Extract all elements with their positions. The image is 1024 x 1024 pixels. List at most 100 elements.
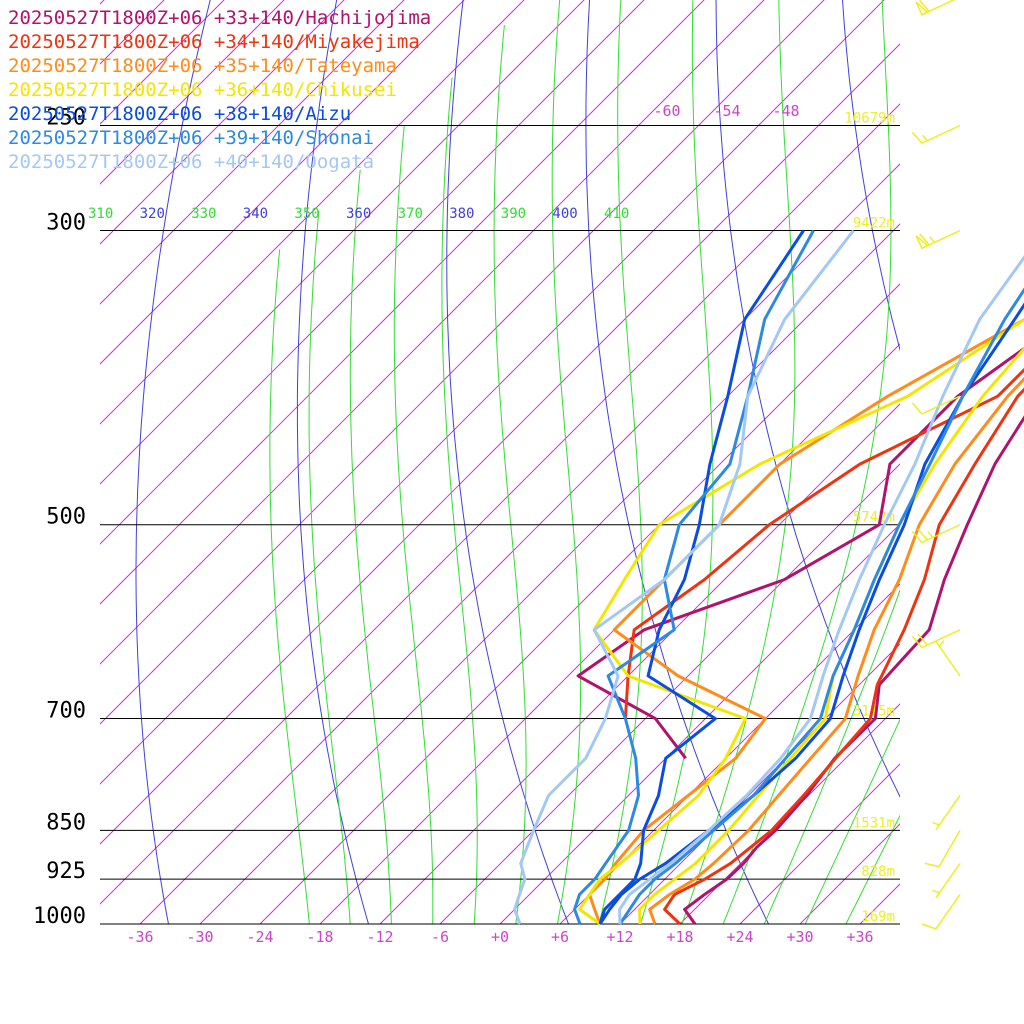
barb-half: [938, 640, 945, 647]
dewpoint-line-5: [573, 229, 815, 925]
pressure-label: 700: [46, 699, 86, 724]
temperature-tick-label: +0: [491, 928, 509, 946]
temperature-tick-label: +36: [846, 928, 873, 946]
upper-isotherm-label: -54: [713, 102, 740, 120]
moist-adiabat-line: [441, 77, 478, 924]
barb-half: [932, 889, 940, 894]
theta-label: 410: [604, 206, 629, 222]
temperature-line-5: [618, 287, 1024, 925]
height-label: 1531m: [853, 815, 895, 831]
barb-flag: [915, 1, 929, 16]
isotherm-line: [799, 823, 900, 924]
isotherm-line: [379, 403, 900, 924]
dry-adiabat-line: [585, 0, 770, 924]
barb-shaft: [935, 862, 961, 899]
isotherm-line: [100, 0, 525, 425]
theta-label: 400: [552, 206, 577, 222]
barb-full: [917, 633, 928, 646]
temperature-line-2: [648, 376, 1024, 925]
wind-barb: [915, 0, 956, 16]
temperature-tick-label: -24: [246, 928, 273, 946]
wind-barb: [911, 524, 961, 544]
isotherm-line: [100, 0, 405, 305]
isotherm-line: [100, 0, 285, 185]
barb-shaft: [921, 395, 961, 415]
legend-entry: 20250527T1800Z+06 +35+140/Tateyama: [8, 55, 397, 77]
upper-isotherm-label: -60: [653, 102, 680, 120]
theta-label: 310: [88, 206, 113, 222]
barb-full: [911, 636, 923, 649]
barb-full: [917, 528, 928, 541]
isotherm-line: [259, 283, 900, 924]
barb-full: [911, 531, 923, 543]
barb-full: [911, 402, 923, 415]
moist-adiabat-line: [845, 814, 900, 924]
legend-entry: 20250527T1800Z+06 +36+140/Chikusei: [8, 79, 397, 101]
dewpoint-line-6: [513, 229, 855, 925]
temperature-tick-label: +6: [551, 928, 569, 946]
moist-adiabat-line: [308, 210, 351, 924]
isotherm-line: [100, 0, 465, 365]
height-label: 828m: [861, 864, 895, 880]
height-label: 9422m: [853, 216, 895, 232]
temperature-line-6: [618, 255, 1024, 925]
legend-entry: 20250527T1800Z+06 +39+140/Shonai: [8, 127, 374, 149]
wind-barb: [911, 124, 961, 144]
isotherm-line: [100, 103, 900, 905]
isotherm-line: [100, 0, 645, 545]
temperature-line-0: [683, 415, 1024, 925]
height-label: 10679m: [844, 110, 895, 126]
barb-shaft: [921, 229, 961, 249]
isotherm-line: [100, 0, 705, 605]
dry-adiabat-line: [296, 0, 370, 924]
theta-labels: 310 320 330 340 350 360 370 380 390 400 410: [88, 206, 629, 222]
barb-shaft: [921, 124, 961, 144]
wind-barbs: [911, 0, 961, 930]
pressure-label: 500: [46, 505, 86, 530]
wind-barb: [932, 862, 961, 899]
temperature-tick-label: -18: [306, 928, 333, 946]
barb-shaft: [921, 0, 956, 16]
dry-adiabat-line: [446, 0, 570, 924]
upper-isotherm-label: -48: [772, 102, 799, 120]
barb-full: [924, 862, 940, 868]
pressure-label: 850: [46, 810, 86, 835]
barb-half: [922, 134, 928, 142]
theta-label: 320: [140, 206, 165, 222]
legend-entry: 20250527T1800Z+06 +40+140/Oogata: [8, 151, 374, 173]
legend: 20250527T1800Z+06 +33+140/Hachijojima202…: [8, 7, 431, 173]
moist-adiabat-line: [551, 0, 582, 924]
moist-adiabat-line: [763, 588, 900, 924]
temperature-tick-label: -30: [186, 928, 213, 946]
theta-label: 340: [243, 206, 268, 222]
wind-barb: [932, 795, 961, 831]
wind-barb: [921, 894, 961, 930]
dry-adiabat-line: [715, 0, 900, 798]
temperature-tick-label: +12: [606, 928, 633, 946]
sounding-series: [513, 229, 1024, 926]
barb-half: [927, 531, 934, 538]
barb-full: [921, 923, 937, 930]
moist-adiabat-line: [393, 125, 434, 924]
theta-label: 350: [294, 206, 319, 222]
pressure-label: 250: [46, 105, 86, 130]
legend-entry: 20250527T1800Z+06 +38+140/Aizu: [8, 103, 351, 125]
moist-adiabat-line: [349, 169, 392, 924]
isotherm-line: [100, 0, 825, 725]
barb-shaft: [921, 629, 961, 649]
barb-shaft: [921, 524, 961, 544]
isotherm-line: [100, 0, 765, 665]
isotherm-line: [559, 583, 900, 924]
isotherm-line: [439, 463, 900, 924]
barb-full: [919, 0, 930, 12]
temperature-tick-label: -36: [126, 928, 153, 946]
isotherm-line: [499, 523, 900, 924]
barb-half: [929, 236, 936, 243]
wind-barb: [935, 640, 961, 677]
dewpoint-line-3: [578, 317, 1024, 926]
isotherm-line: [100, 0, 345, 245]
dewpoint-line-4: [598, 229, 805, 925]
temperature-tick-label: +24: [726, 928, 753, 946]
pressure-label: 1000: [33, 904, 86, 929]
